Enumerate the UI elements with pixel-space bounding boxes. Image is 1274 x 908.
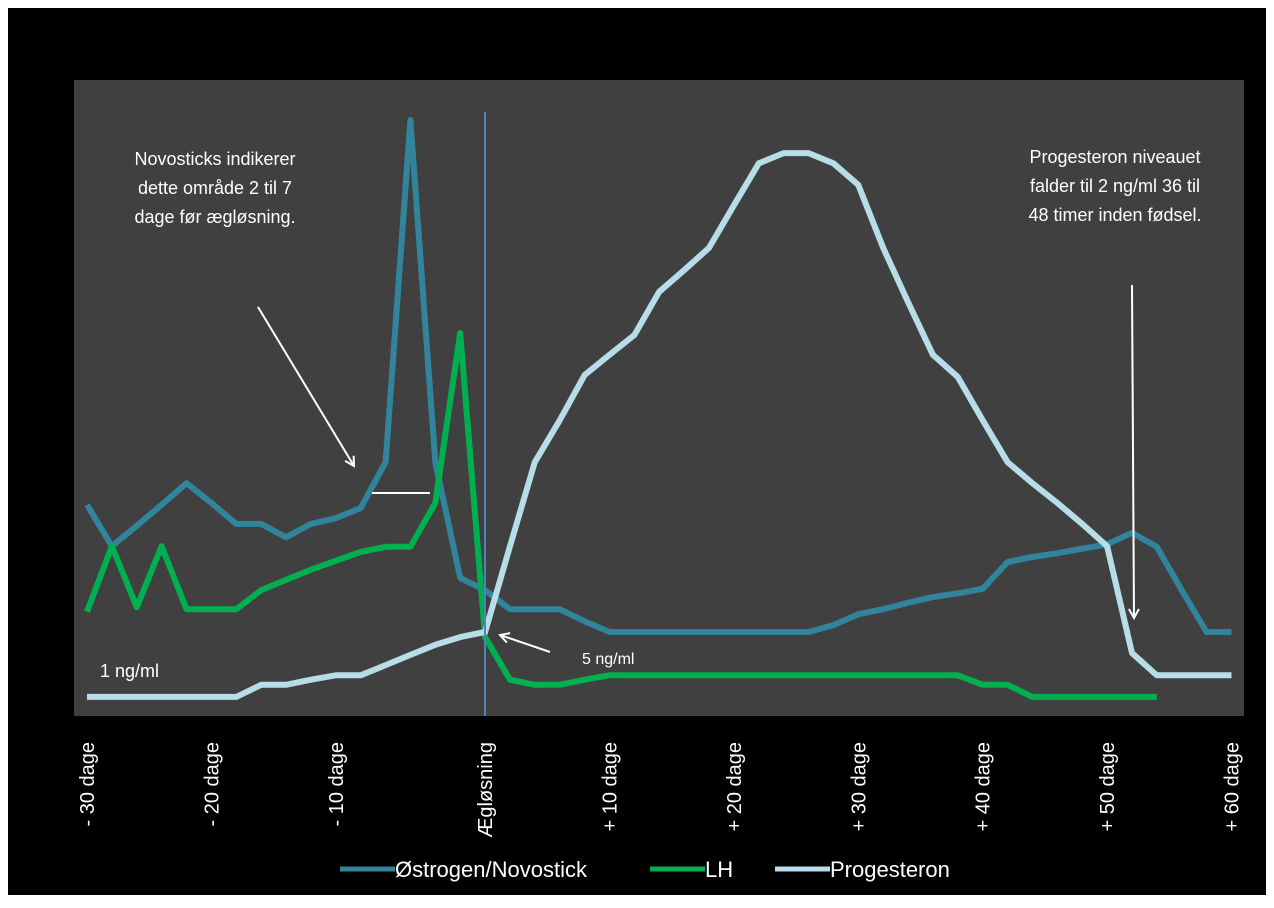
legend-label: LH xyxy=(705,857,733,882)
legend-label: Østrogen/Novostick xyxy=(395,857,588,882)
annotation: Novosticks indikerer xyxy=(134,149,295,169)
annotation: Progesteron niveauet xyxy=(1029,147,1200,167)
x-tick-label: + 40 dage xyxy=(973,742,995,832)
x-tick-label: + 60 dage xyxy=(1221,742,1243,832)
annotation: 1 ng/ml xyxy=(100,661,159,681)
series-line xyxy=(87,150,1232,700)
annotation: 48 timer inden fødsel. xyxy=(1028,205,1201,225)
legend-label: Progesteron xyxy=(830,857,950,882)
plot-area xyxy=(74,80,1244,716)
arrow xyxy=(1132,284,1134,618)
x-tick-label: - 20 dage xyxy=(201,742,223,827)
arrow xyxy=(500,635,551,653)
annotation: dette område 2 til 7 xyxy=(138,178,292,198)
x-tick-label: + 10 dage xyxy=(599,742,621,832)
annotation: dage før ægløsning. xyxy=(134,207,295,227)
x-tick-label: - 10 dage xyxy=(326,742,348,827)
x-tick-label: + 30 dage xyxy=(848,742,870,832)
x-tick-label: Ægløsning xyxy=(475,742,497,838)
x-tick-label: - 30 dage xyxy=(77,742,99,827)
x-tick-label: + 20 dage xyxy=(724,742,746,832)
series-line xyxy=(84,117,1232,635)
annotation: 5 ng/ml xyxy=(582,651,634,668)
series-line xyxy=(84,330,1157,700)
x-tick-label: + 50 dage xyxy=(1097,742,1119,832)
arrow xyxy=(257,306,354,466)
annotation: falder til 2 ng/ml 36 til xyxy=(1030,176,1200,196)
